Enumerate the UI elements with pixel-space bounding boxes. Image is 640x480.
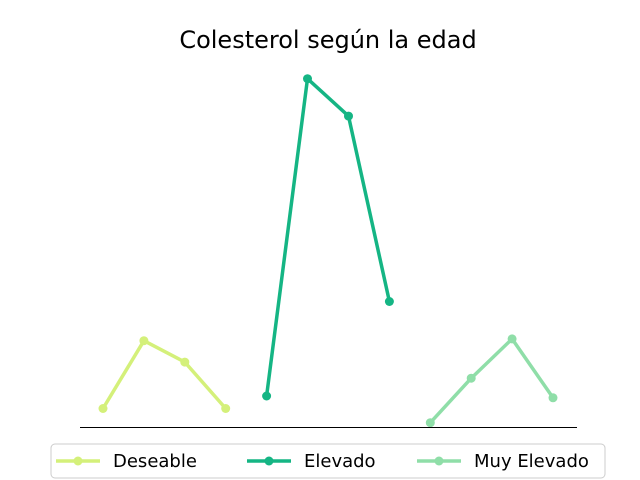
legend-marker-muy-elevado [434, 456, 444, 466]
legend-marker-elevado [264, 456, 274, 466]
legend-label-muy-elevado: Muy Elevado [474, 451, 589, 472]
data-point-deseable-1 [139, 336, 149, 346]
series-line-muy-elevado [429, 337, 555, 424]
data-point-elevado-0 [262, 391, 272, 401]
series-line-deseable [101, 338, 228, 410]
data-point-deseable-0 [98, 404, 108, 413]
legend-frame [50, 443, 606, 479]
data-point-elevado-3 [384, 297, 394, 306]
data-point-muy-elevado-0 [425, 418, 435, 428]
data-point-muy-elevado-2 [507, 334, 517, 344]
data-point-elevado-1 [303, 74, 312, 84]
plot-area [98, 74, 558, 428]
data-point-muy-elevado-1 [466, 373, 476, 383]
data-point-elevado-2 [344, 111, 353, 121]
legend-label-elevado: Elevado [304, 451, 376, 472]
legend-marker-deseable [73, 456, 83, 466]
data-point-deseable-3 [221, 404, 231, 413]
series-line-elevado [264, 76, 392, 397]
legend: Deseable Elevado Muy Elevado [50, 443, 606, 479]
data-point-muy-elevado-3 [548, 393, 558, 403]
legend-label-deseable: Deseable [113, 451, 197, 472]
data-point-deseable-2 [180, 357, 190, 367]
chart-title: Colesterol según la edad [179, 26, 476, 54]
